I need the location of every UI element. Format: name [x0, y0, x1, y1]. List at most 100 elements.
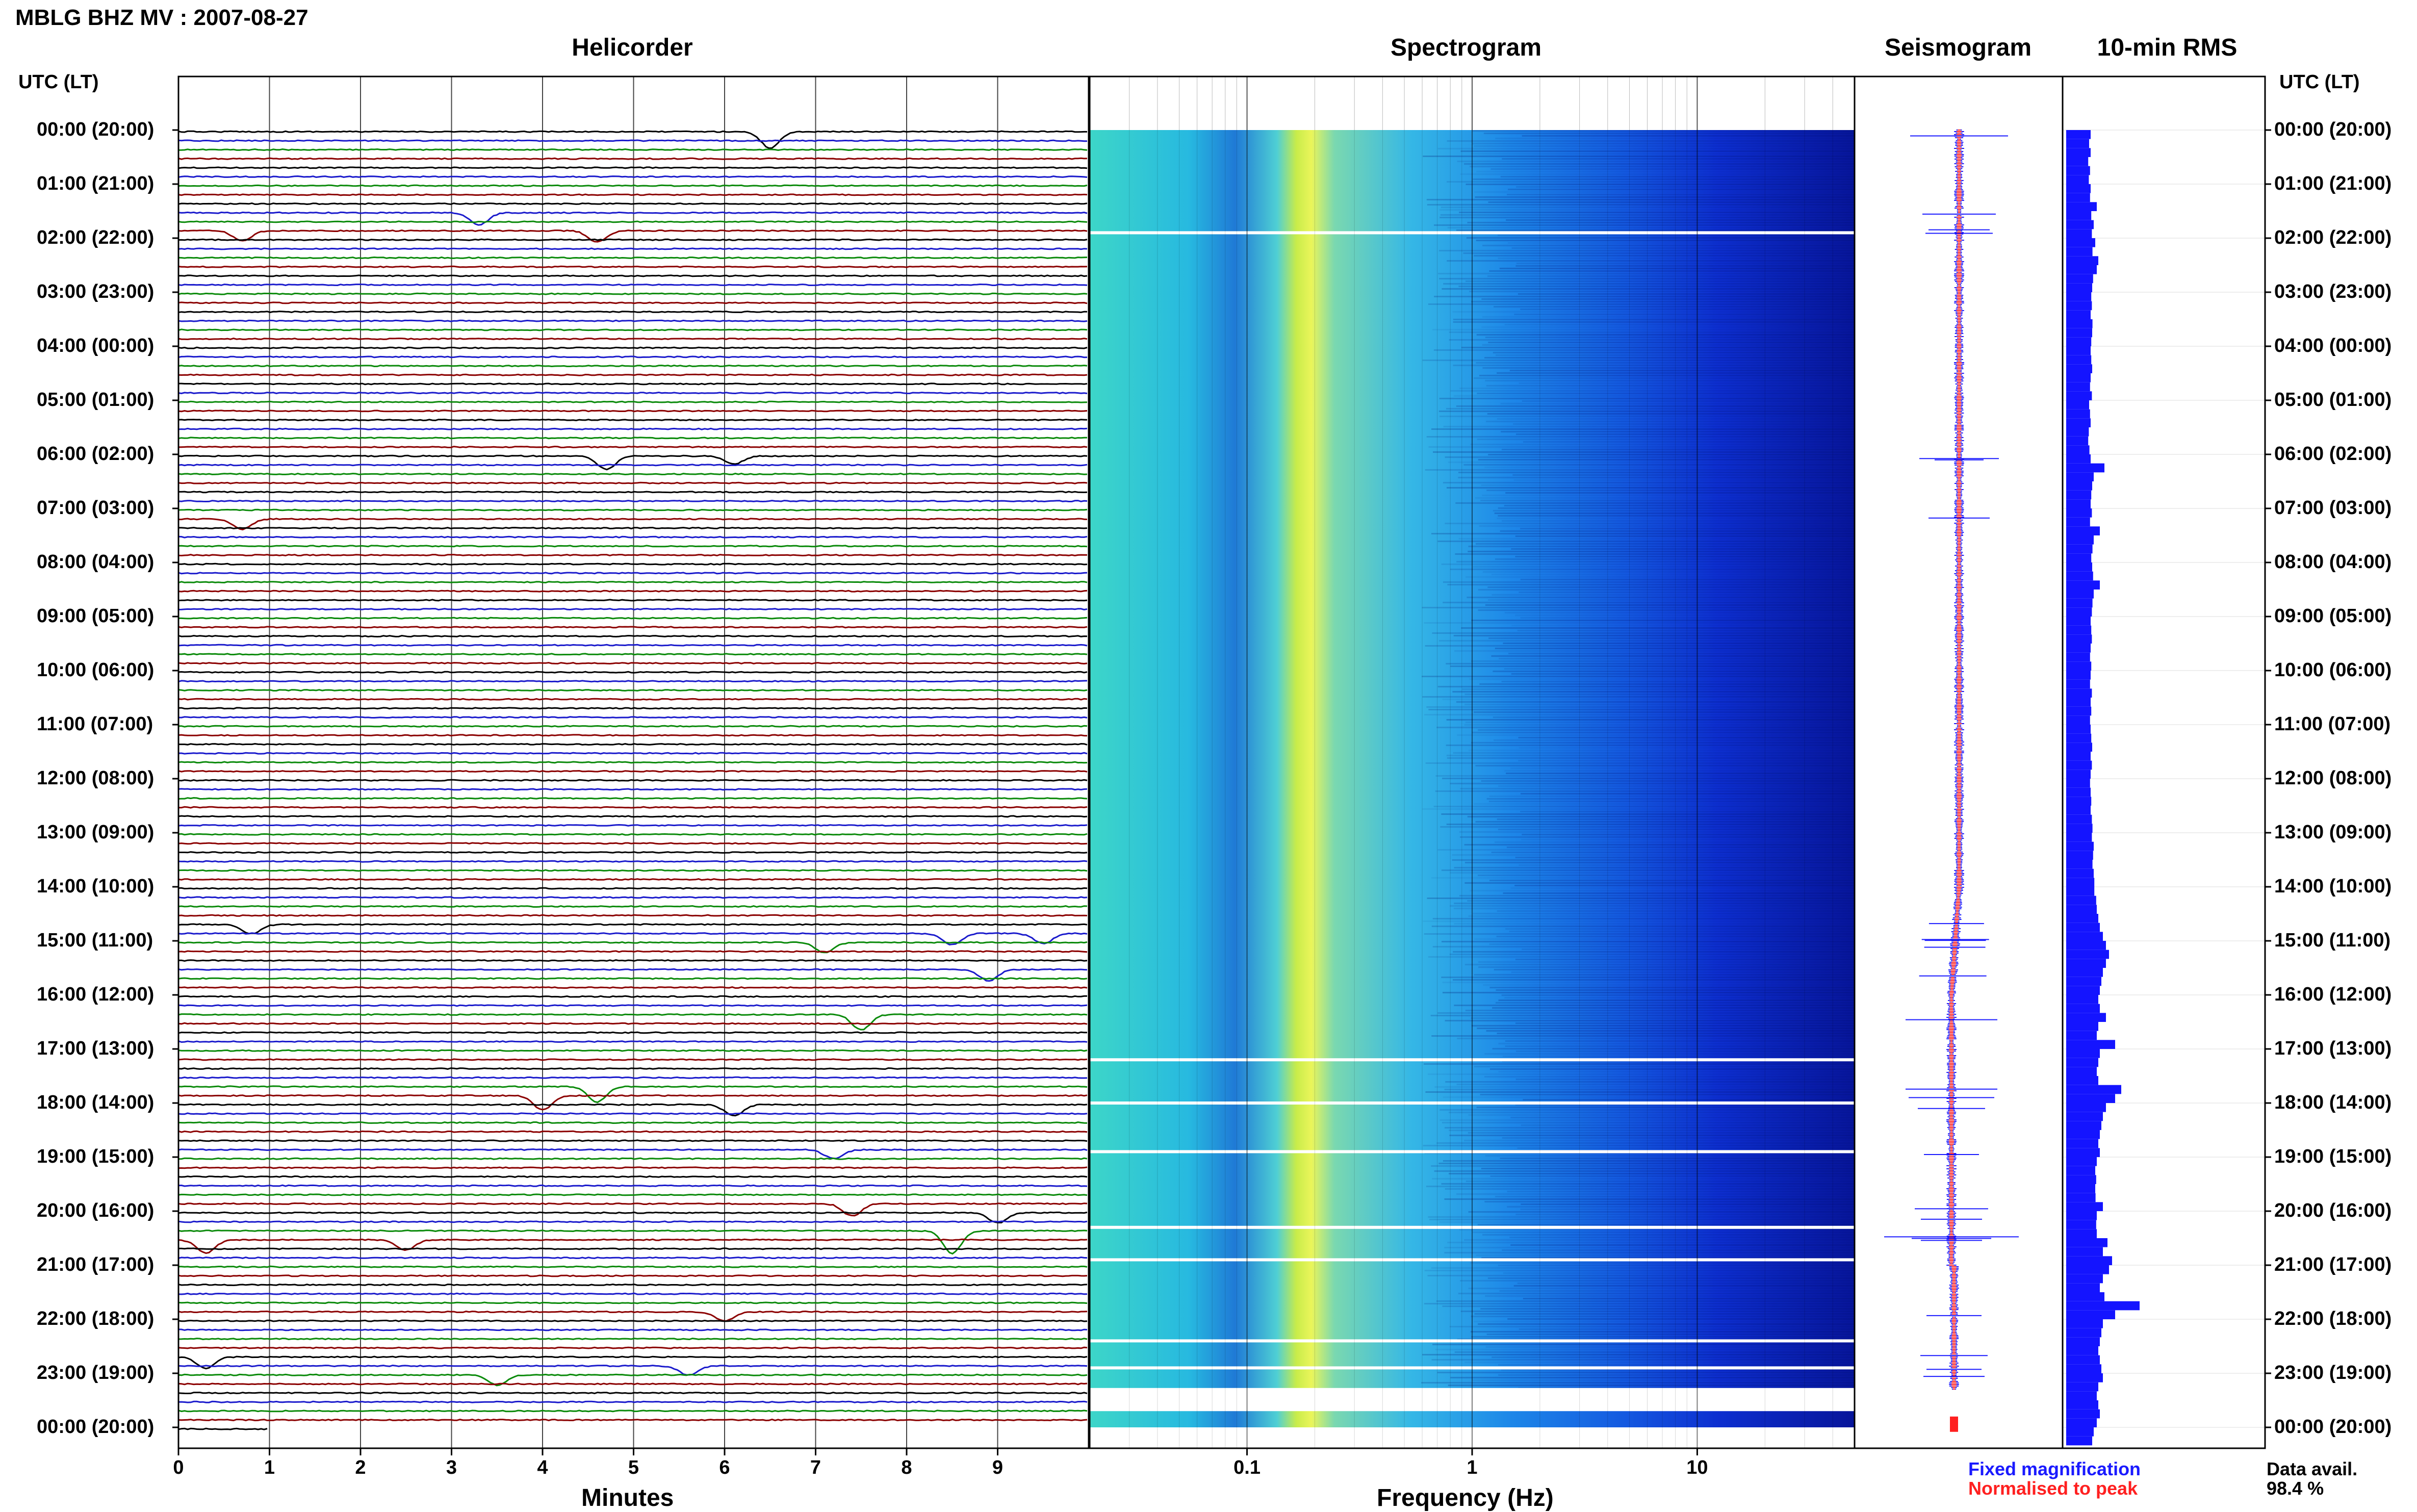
spectrogram-texture: [1494, 512, 1928, 514]
rms-bar: [2066, 301, 2092, 311]
spectrogram-texture: [1431, 1165, 1865, 1167]
time-label-left: 00:00 (20:00): [37, 119, 155, 140]
spectrogram-texture: [1422, 696, 1856, 698]
rms-bar: [2066, 688, 2092, 698]
spectrogram-texture: [1486, 385, 1920, 387]
spectrogram-texture: [1429, 1219, 1863, 1220]
spectrogram-texture: [1502, 158, 1936, 160]
rms-bar: [2066, 337, 2092, 346]
rms-bar: [2066, 590, 2094, 599]
spectrogram-texture: [1425, 469, 1859, 471]
spectrogram-texture: [1515, 1022, 1949, 1024]
spectrogram-texture: [1460, 1280, 1894, 1282]
rms-bar: [2066, 526, 2100, 535]
spectrogram-texture: [1495, 558, 1929, 560]
spectrogram-texture: [1431, 1035, 1865, 1037]
spectrogram-texture: [1431, 533, 1865, 534]
minute-tick-label: 2: [355, 1457, 366, 1478]
spectrogram-texture: [1468, 546, 1902, 547]
spectrogram-texture: [1456, 229, 1890, 231]
spectrogram-texture: [1504, 997, 1938, 998]
helicorder-trace: [178, 698, 1088, 701]
helicorder-trace: [178, 247, 1088, 250]
spectrogram-texture: [1426, 1186, 1860, 1187]
spectrogram-texture: [1509, 1237, 1943, 1238]
spectrogram-texture: [1425, 762, 1859, 764]
helicorder-trace: [178, 491, 1088, 494]
time-label-right: 02:00 (22:00): [2274, 227, 2392, 248]
spectrogram-texture: [1446, 719, 1880, 721]
helicorder-trace: [178, 535, 1088, 539]
rms-bar: [2066, 580, 2100, 590]
spectrogram-texture: [1481, 1257, 1915, 1259]
spectrogram-texture: [1447, 1242, 1881, 1243]
spectrogram-texture: [1461, 347, 1895, 348]
helicorder-trace: [178, 1229, 1088, 1255]
spectrogram-texture: [1506, 847, 1940, 848]
spectrogram-texture: [1476, 240, 1910, 241]
rms-bar: [2066, 1058, 2098, 1067]
spectrogram-texture: [1425, 1091, 1859, 1093]
spectrogram-texture: [1464, 964, 1898, 965]
helicorder-trace: [178, 202, 1088, 206]
spectrogram-texture: [1453, 321, 1887, 323]
spectrogram-texture: [1508, 653, 1942, 654]
helicorder-trace: [178, 1292, 1088, 1295]
rms-bar: [2066, 725, 2091, 734]
spectrogram-texture: [1464, 163, 1898, 165]
spectrogram-texture: [1477, 1224, 1911, 1225]
spectrogram-texture: [1447, 181, 1881, 183]
helicorder-trace: [178, 788, 1088, 791]
spectrogram-texture: [1515, 556, 1949, 557]
spectrogram-texture: [1470, 166, 1904, 167]
rms-bar: [2066, 157, 2089, 166]
spectrogram-texture: [1472, 1232, 1906, 1233]
spectrogram-texture: [1498, 785, 1932, 787]
helicorder-trace: [178, 283, 1088, 287]
spectrogram-texture: [1498, 1000, 1932, 1001]
rms-bar: [2066, 229, 2092, 238]
rms-title: 10-min RMS: [2097, 34, 2238, 61]
spectrogram-texture: [1478, 729, 1912, 731]
rms-bar: [2066, 265, 2097, 274]
spectrogram-texture: [1502, 1061, 1936, 1062]
rms-bar: [2066, 1256, 2112, 1265]
spectrogram-texture: [1479, 375, 1913, 376]
spectrogram-texture: [1423, 1145, 1857, 1146]
spectrogram-texture: [1437, 686, 1871, 687]
spectrogram-texture: [1471, 301, 1905, 302]
time-label-left: 16:00 (12:00): [37, 984, 155, 1005]
spectrogram-texture: [1494, 306, 1927, 307]
rms-bar: [2066, 1337, 2100, 1346]
spectrogram-texture: [1447, 260, 1881, 262]
spectrogram-texture: [1486, 490, 1920, 491]
spectrogram-texture: [1502, 520, 1936, 522]
spectrogram-texture: [1436, 727, 1870, 728]
rms-bar: [2066, 1031, 2097, 1040]
spectrogram-texture: [1426, 706, 1860, 708]
spectrogram-texture: [1441, 1183, 1875, 1185]
spectrogram-texture: [1504, 505, 1938, 506]
spectrogram-texture: [1472, 130, 1906, 132]
helicorder-trace: [178, 400, 1088, 403]
helicorder-trace: [178, 815, 1088, 818]
spectrogram-texture: [1468, 1114, 1902, 1116]
spectrogram-texture: [1441, 813, 1875, 815]
rms-bar: [2066, 1211, 2097, 1220]
spectrogram-texture: [1502, 1249, 1936, 1251]
spectrogram-texture: [1424, 1303, 1858, 1304]
helicorder-trace: [178, 1427, 268, 1430]
rms-bar: [2066, 247, 2093, 257]
spectrogram-texture: [1465, 1010, 1899, 1011]
spectrogram-texture: [1518, 737, 1952, 738]
rms-bar: [2066, 1103, 2106, 1112]
spectrogram-texture: [1440, 826, 1874, 828]
helicorder-trace: [178, 590, 1088, 593]
rms-bar: [2066, 445, 2090, 454]
helicorder-trace: [178, 1382, 1088, 1386]
spectrogram-texture: [1496, 1002, 1930, 1004]
spectrogram-texture: [1441, 869, 1875, 871]
spectrogram-texture: [1498, 1071, 1932, 1072]
helicorder-trace: [178, 1220, 1088, 1223]
spectrogram-texture: [1439, 1109, 1873, 1111]
